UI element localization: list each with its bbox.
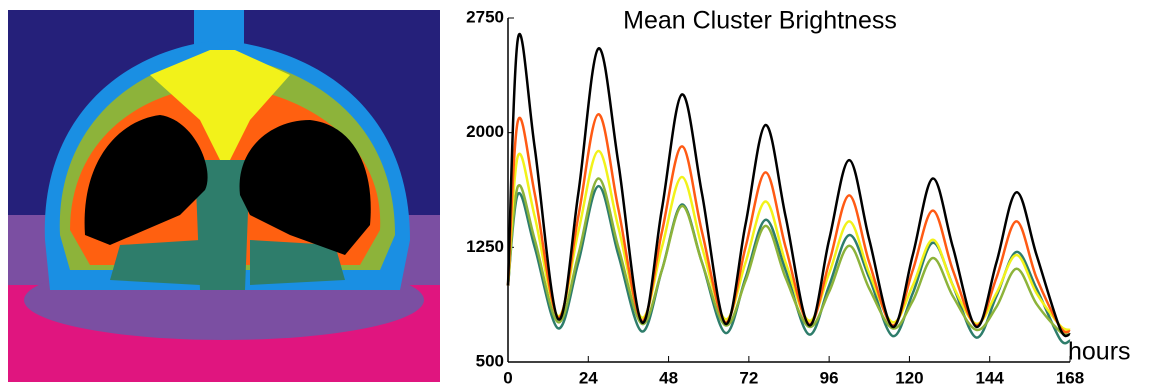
series-line xyxy=(508,114,1070,332)
y-tick-label: 2000 xyxy=(466,122,504,141)
figure: Mean Cluster Brightness hours 500 1250 200… xyxy=(0,0,1159,391)
y-tick-label: 500 xyxy=(476,351,504,370)
x-tick-label: 96 xyxy=(820,368,839,387)
x-tick-label: 24 xyxy=(579,368,598,387)
x-tick-label: 168 xyxy=(1056,368,1084,387)
x-tick-label: 120 xyxy=(895,368,923,387)
x-axis-label: hours xyxy=(1068,338,1131,366)
y-tick-label: 2750 xyxy=(466,7,504,26)
chart-title: Mean Cluster Brightness xyxy=(623,7,897,35)
x-tick-label: 0 xyxy=(503,368,512,387)
series-line xyxy=(508,34,1070,336)
x-tick-label: 48 xyxy=(659,368,678,387)
x-tick-label: 72 xyxy=(739,368,758,387)
plot: Mean Cluster Brightness hours xyxy=(508,7,1131,366)
y-tick-label: 1250 xyxy=(466,237,504,256)
x-tick-label: 144 xyxy=(976,368,1005,387)
cluster-image xyxy=(8,10,440,382)
